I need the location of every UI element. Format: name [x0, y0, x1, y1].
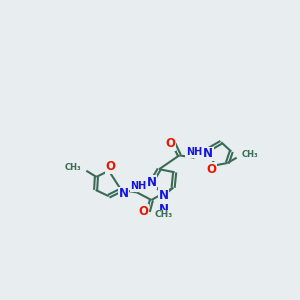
Text: N: N: [203, 147, 213, 160]
Text: NH: NH: [130, 181, 146, 191]
Text: NH: NH: [186, 147, 202, 157]
Text: O: O: [139, 205, 149, 218]
Text: CH₃: CH₃: [241, 150, 258, 159]
Text: N: N: [146, 176, 156, 189]
Text: CH₃: CH₃: [155, 210, 173, 219]
Text: O: O: [166, 137, 176, 150]
Text: O: O: [105, 160, 116, 173]
Text: O: O: [206, 163, 216, 176]
Text: N: N: [159, 203, 169, 216]
Text: CH₃: CH₃: [65, 163, 82, 172]
Text: N: N: [118, 187, 128, 200]
Text: N: N: [159, 189, 169, 202]
